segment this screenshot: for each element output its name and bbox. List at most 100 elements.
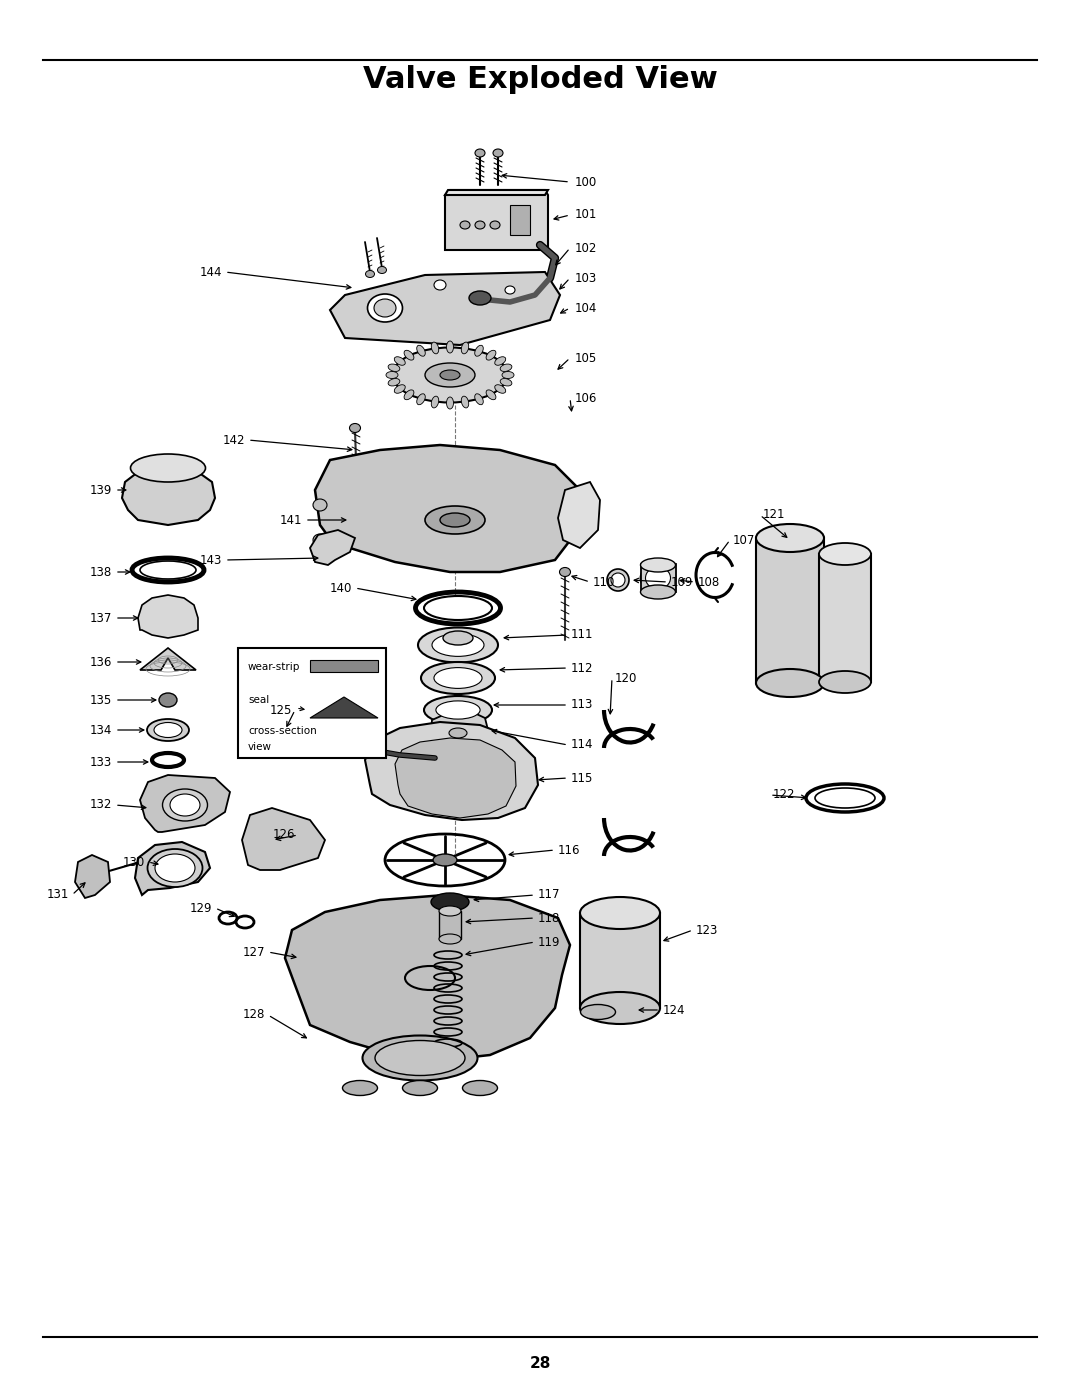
Ellipse shape: [440, 513, 470, 527]
Ellipse shape: [446, 341, 454, 353]
Text: 138: 138: [90, 566, 112, 578]
Ellipse shape: [154, 722, 183, 738]
Ellipse shape: [475, 394, 483, 405]
Ellipse shape: [438, 907, 461, 916]
Polygon shape: [315, 446, 580, 571]
Ellipse shape: [495, 356, 505, 365]
Text: view: view: [248, 742, 272, 752]
Text: 100: 100: [575, 176, 597, 189]
Ellipse shape: [367, 293, 403, 321]
Ellipse shape: [404, 390, 414, 400]
Text: 136: 136: [90, 655, 112, 669]
Polygon shape: [122, 468, 215, 525]
Ellipse shape: [475, 149, 485, 156]
Ellipse shape: [640, 585, 675, 599]
Ellipse shape: [819, 543, 870, 564]
Ellipse shape: [438, 935, 461, 944]
Text: 126: 126: [272, 828, 295, 841]
Ellipse shape: [431, 342, 438, 353]
Ellipse shape: [581, 1004, 616, 1020]
Text: 122: 122: [773, 788, 796, 802]
Ellipse shape: [424, 696, 492, 724]
Ellipse shape: [500, 379, 512, 386]
Text: 130: 130: [123, 855, 145, 869]
Ellipse shape: [646, 567, 671, 590]
Text: 142: 142: [222, 433, 245, 447]
Ellipse shape: [571, 495, 585, 506]
Text: wear-strip: wear-strip: [248, 662, 300, 672]
Ellipse shape: [502, 372, 514, 379]
Polygon shape: [310, 697, 378, 718]
FancyBboxPatch shape: [238, 648, 386, 759]
Ellipse shape: [394, 356, 405, 365]
Text: 128: 128: [243, 1009, 265, 1021]
Ellipse shape: [580, 992, 660, 1024]
Ellipse shape: [460, 221, 470, 229]
Ellipse shape: [434, 279, 446, 291]
Ellipse shape: [388, 379, 400, 386]
Ellipse shape: [486, 351, 496, 360]
Ellipse shape: [815, 788, 875, 807]
Text: 109: 109: [671, 576, 693, 588]
Ellipse shape: [394, 384, 405, 394]
Ellipse shape: [492, 149, 503, 156]
Polygon shape: [138, 595, 198, 638]
Polygon shape: [445, 190, 548, 196]
Text: 28: 28: [529, 1356, 551, 1370]
Ellipse shape: [147, 719, 189, 740]
Ellipse shape: [756, 669, 824, 697]
Ellipse shape: [580, 897, 660, 929]
Text: 106: 106: [575, 391, 597, 405]
Polygon shape: [445, 190, 548, 250]
Ellipse shape: [365, 271, 375, 278]
Text: 135: 135: [90, 693, 112, 707]
Ellipse shape: [159, 693, 177, 707]
Ellipse shape: [449, 728, 467, 738]
Text: 143: 143: [200, 553, 222, 567]
Ellipse shape: [424, 597, 492, 620]
FancyBboxPatch shape: [580, 912, 660, 1007]
Text: 121: 121: [762, 509, 785, 521]
Text: 132: 132: [90, 799, 112, 812]
Text: 123: 123: [696, 923, 718, 936]
Ellipse shape: [350, 423, 361, 433]
Text: 111: 111: [571, 629, 594, 641]
Ellipse shape: [440, 370, 460, 380]
Text: 104: 104: [575, 302, 597, 314]
Ellipse shape: [374, 299, 396, 317]
Polygon shape: [330, 272, 561, 345]
Text: 115: 115: [571, 771, 593, 785]
Ellipse shape: [148, 849, 203, 887]
Text: 139: 139: [90, 483, 112, 496]
Ellipse shape: [432, 634, 484, 657]
Text: 102: 102: [575, 242, 597, 254]
Ellipse shape: [418, 627, 498, 662]
Text: 133: 133: [90, 756, 112, 768]
Ellipse shape: [446, 397, 454, 409]
Polygon shape: [75, 855, 110, 898]
Text: 137: 137: [90, 612, 112, 624]
Ellipse shape: [431, 893, 469, 911]
Ellipse shape: [490, 221, 500, 229]
Ellipse shape: [640, 557, 675, 571]
Ellipse shape: [571, 532, 585, 543]
Text: 107: 107: [733, 534, 755, 546]
Ellipse shape: [486, 390, 496, 400]
Text: 114: 114: [571, 739, 594, 752]
Ellipse shape: [170, 793, 200, 816]
Text: 103: 103: [575, 271, 597, 285]
Polygon shape: [285, 895, 570, 1060]
Text: 116: 116: [558, 844, 581, 856]
Polygon shape: [558, 482, 600, 548]
Text: 119: 119: [538, 936, 561, 949]
Ellipse shape: [505, 286, 515, 293]
Polygon shape: [365, 722, 538, 820]
Polygon shape: [140, 648, 195, 671]
Text: 112: 112: [571, 662, 594, 675]
Text: 125: 125: [270, 704, 292, 717]
Text: 124: 124: [663, 1003, 686, 1017]
Ellipse shape: [156, 854, 195, 882]
Ellipse shape: [131, 454, 205, 482]
Text: 134: 134: [90, 724, 112, 736]
Ellipse shape: [461, 397, 469, 408]
